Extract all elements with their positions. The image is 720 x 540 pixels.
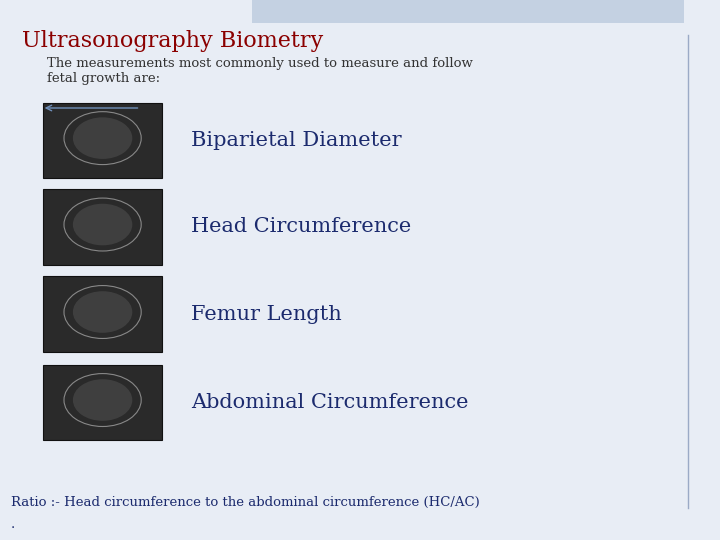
Ellipse shape [73,204,132,245]
Text: Ultrasonography Biometry: Ultrasonography Biometry [22,30,323,52]
Ellipse shape [73,291,132,333]
Text: Abdominal Circumference: Abdominal Circumference [191,393,468,412]
Ellipse shape [73,379,132,421]
Bar [43,364,162,440]
Bar [43,189,162,265]
Text: Biparietal Diameter: Biparietal Diameter [191,131,402,150]
Text: Ratio :- Head circumference to the abdominal circumference (HC/AC): Ratio :- Head circumference to the abdom… [11,496,480,509]
Bar [43,103,162,178]
Bar [43,276,162,352]
Text: .: . [11,518,15,531]
Text: Head Circumference: Head Circumference [191,217,411,237]
Bar [252,0,684,23]
Ellipse shape [73,117,132,159]
Text: The measurements most commonly used to measure and follow
fetal growth are:: The measurements most commonly used to m… [47,57,472,85]
Text: Femur Length: Femur Length [191,305,341,324]
